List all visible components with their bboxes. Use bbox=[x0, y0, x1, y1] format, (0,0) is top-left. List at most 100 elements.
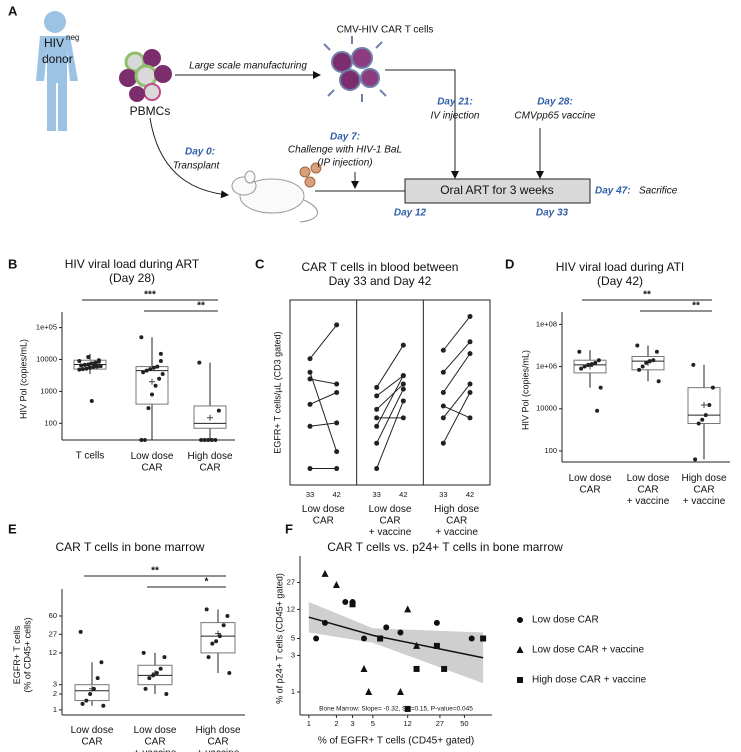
y-tick-label: 5 bbox=[291, 633, 295, 642]
data-point bbox=[593, 360, 598, 365]
mean-marker bbox=[701, 402, 707, 409]
data-point bbox=[467, 313, 473, 319]
significance-label: ** bbox=[692, 301, 700, 312]
y-axis-label: EGFR+ T cells(% of CD45+ cells) bbox=[12, 617, 32, 692]
data-point bbox=[598, 385, 603, 390]
fit-line bbox=[308, 616, 484, 659]
data-point bbox=[307, 369, 313, 375]
y-tick-label: 27 bbox=[287, 577, 295, 586]
y-tick-label: 100 bbox=[44, 418, 57, 427]
y-tick-label: 12 bbox=[49, 648, 57, 657]
data-point bbox=[139, 438, 144, 442]
data-point bbox=[321, 569, 329, 577]
data-point bbox=[321, 619, 328, 626]
data-point bbox=[158, 358, 163, 363]
data-point bbox=[158, 666, 163, 671]
data-point bbox=[206, 655, 211, 660]
data-point bbox=[151, 673, 156, 678]
label: Oral ART for 3 weeks bbox=[440, 183, 554, 197]
label: neg bbox=[66, 33, 79, 42]
data-point bbox=[374, 415, 380, 421]
data-point bbox=[334, 390, 340, 395]
data-point bbox=[440, 415, 446, 421]
data-point bbox=[440, 347, 446, 353]
data-point bbox=[582, 364, 587, 369]
box bbox=[74, 684, 110, 702]
panel-label: A bbox=[8, 3, 18, 18]
data-point bbox=[84, 698, 89, 703]
data-point bbox=[153, 383, 158, 388]
data-point bbox=[158, 351, 163, 356]
data-point bbox=[225, 614, 230, 619]
data-point bbox=[216, 408, 221, 413]
data-point bbox=[142, 438, 147, 442]
data-point bbox=[151, 365, 156, 370]
pair-line bbox=[376, 375, 404, 397]
data-point bbox=[404, 605, 412, 613]
data-point bbox=[467, 390, 473, 395]
data-point bbox=[440, 369, 446, 375]
data-point bbox=[596, 358, 601, 363]
data-point bbox=[313, 635, 320, 642]
chart-title: HIV viral load during ATI (Day 42) bbox=[556, 260, 685, 288]
data-point bbox=[144, 368, 149, 373]
label: Challenge with HIV-1 BaL bbox=[288, 145, 402, 156]
data-point bbox=[213, 438, 218, 442]
data-point bbox=[480, 635, 487, 642]
data-point bbox=[214, 639, 219, 644]
pair-line bbox=[309, 392, 337, 405]
data-point bbox=[98, 364, 103, 369]
y-axis-label: % of p24+ T cells (CD45+ gated) bbox=[274, 573, 284, 704]
mean-marker bbox=[207, 414, 213, 421]
significance-label: ** bbox=[643, 290, 651, 301]
data-point bbox=[365, 687, 373, 695]
data-point bbox=[157, 376, 162, 381]
data-point bbox=[93, 362, 98, 367]
y-tick-label: 3 bbox=[291, 650, 295, 659]
data-point bbox=[400, 373, 406, 379]
pair-line bbox=[309, 324, 338, 360]
data-point bbox=[210, 641, 215, 646]
legend-label: Low dose CAR bbox=[532, 615, 599, 626]
chart-title: CAR T cells vs. p24+ T cells in bone mar… bbox=[327, 540, 563, 554]
data-point bbox=[654, 349, 659, 354]
data-point bbox=[147, 676, 152, 681]
data-point bbox=[383, 624, 390, 631]
data-point bbox=[400, 386, 406, 392]
data-point bbox=[334, 449, 340, 455]
data-point bbox=[413, 641, 421, 649]
data-point bbox=[86, 354, 91, 359]
frame bbox=[289, 299, 491, 486]
label: donor bbox=[42, 52, 73, 66]
x-tick-label: 5 bbox=[371, 719, 375, 728]
data-point bbox=[96, 358, 101, 363]
y-tick-label: 1000 bbox=[40, 386, 57, 395]
data-point bbox=[91, 686, 96, 691]
data-point bbox=[146, 406, 151, 411]
data-point bbox=[150, 392, 154, 397]
data-point bbox=[141, 370, 146, 375]
data-point bbox=[433, 619, 440, 626]
data-point bbox=[155, 364, 160, 369]
pair-line bbox=[443, 405, 471, 419]
box bbox=[200, 622, 236, 654]
panel-label: E bbox=[8, 521, 17, 536]
mean-marker bbox=[149, 378, 155, 385]
legend-marker bbox=[517, 677, 523, 683]
data-point bbox=[217, 634, 222, 639]
x-tick-label: High dose CAR bbox=[187, 451, 232, 474]
data-point bbox=[334, 322, 340, 328]
chart-title: CAR T cells in blood between Day 33 and D… bbox=[302, 260, 459, 288]
data-point bbox=[467, 351, 473, 357]
data-point bbox=[143, 686, 148, 691]
pair-line bbox=[376, 383, 404, 410]
data-point bbox=[95, 676, 100, 681]
x-tick-label: 1 bbox=[307, 719, 311, 728]
y-tick-label: 1e+06 bbox=[536, 362, 557, 371]
virus-icon bbox=[299, 162, 322, 188]
x-tick-label: Low dose CAR bbox=[131, 451, 174, 474]
data-point bbox=[160, 372, 165, 377]
data-point bbox=[209, 438, 214, 442]
